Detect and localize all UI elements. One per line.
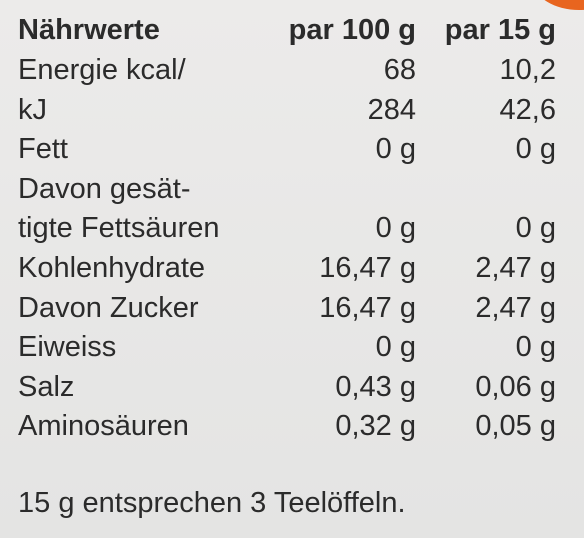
- value-per15: 0 g: [515, 133, 556, 166]
- value-per15: 0 g: [515, 331, 556, 364]
- value-per15: 0,06 g: [475, 370, 556, 403]
- value-per15: 2,47 g: [475, 252, 556, 284]
- row-label: kJ: [18, 93, 47, 126]
- row-label: Davon Zucker: [18, 291, 199, 324]
- value-per100: 284: [367, 93, 416, 126]
- value-per100: 68: [383, 54, 416, 86]
- value-per100: 0,43 g: [335, 370, 416, 403]
- row-label: Fett: [18, 133, 68, 166]
- row-label: Eiweiss: [18, 331, 117, 364]
- value-per100: 0 g: [375, 331, 416, 364]
- header-per100: par 100 g: [288, 14, 416, 46]
- value-per15: 0 g: [515, 212, 556, 245]
- value-per100: 0 g: [375, 212, 416, 245]
- header-per15: par 15 g: [444, 14, 556, 46]
- value-per100: 16,47 g: [319, 252, 416, 284]
- value-per15: 0,05 g: [475, 410, 556, 443]
- value-per100: 0 g: [375, 133, 416, 166]
- value-per15: 2,47 g: [475, 291, 556, 324]
- value-per15: 10,2: [499, 54, 556, 86]
- value-per15: 42,6: [499, 93, 556, 126]
- header-label: Nährwerte: [18, 14, 160, 46]
- footnote: 15 g entsprechen 3 Teelöffeln.: [18, 487, 406, 519]
- value-per100: 16,47 g: [319, 291, 416, 324]
- row-label: Kohlenhydrate: [18, 252, 206, 284]
- value-per100: 0,32 g: [335, 410, 416, 443]
- orange-decoration: [534, 0, 584, 10]
- row-label: tigte Fettsäuren: [18, 212, 220, 245]
- row-label: Davon gesät-: [18, 172, 191, 205]
- row-label: Energie kcal/: [18, 54, 186, 86]
- row-label: Salz: [18, 370, 75, 403]
- row-label: Aminosäuren: [18, 410, 189, 443]
